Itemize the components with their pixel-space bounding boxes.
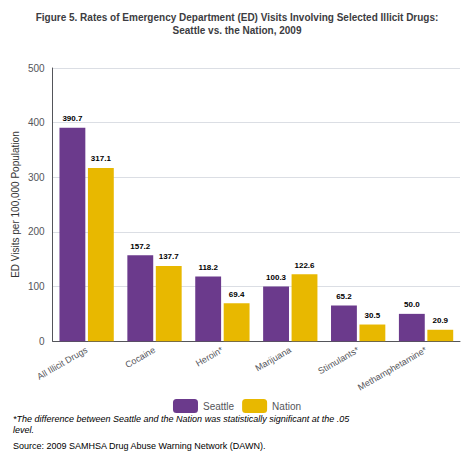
svg-text:122.6: 122.6 [294,261,315,270]
svg-text:Nation: Nation [272,401,301,412]
svg-text:157.2: 157.2 [130,242,151,251]
svg-text:65.2: 65.2 [336,292,352,301]
svg-text:*The difference between Seattl: *The difference between Seattle and the … [13,414,352,424]
svg-text:317.1: 317.1 [91,154,112,163]
svg-text:400: 400 [28,117,45,128]
svg-text:Figure 5. Rates of Emergency D: Figure 5. Rates of Emergency Department … [36,12,439,23]
svg-text:ED Visits per 100,000 Populati: ED Visits per 100,000 Population [10,131,21,278]
svg-text:Cocaine: Cocaine [123,345,157,370]
svg-text:20.9: 20.9 [432,316,448,325]
svg-text:100.3: 100.3 [266,273,287,282]
svg-text:300: 300 [28,172,45,183]
svg-text:500: 500 [28,63,45,74]
svg-text:200: 200 [28,226,45,237]
svg-text:30.5: 30.5 [365,311,381,320]
svg-text:Marijuana: Marijuana [254,345,293,373]
svg-text:level.: level. [13,425,34,435]
svg-text:50.0: 50.0 [404,300,420,309]
svg-text:Heroin*: Heroin* [194,345,225,369]
svg-text:100: 100 [28,281,45,292]
svg-text:Seattle: Seattle [203,401,235,412]
svg-text:390.7: 390.7 [62,114,83,123]
svg-text:69.4: 69.4 [229,290,245,299]
svg-text:Source: 2009 SAMHSA Drug Abuse: Source: 2009 SAMHSA Drug Abuse Warning N… [13,441,265,451]
svg-text:Stimulants*: Stimulants* [316,345,361,377]
svg-text:Methamphetamine*: Methamphetamine* [356,345,429,393]
svg-text:137.7: 137.7 [159,252,180,261]
svg-text:118.2: 118.2 [198,263,218,272]
svg-text:Seattle vs. the Nation, 2009: Seattle vs. the Nation, 2009 [173,25,302,36]
svg-text:All Illicit Drugs: All Illicit Drugs [35,345,89,382]
svg-text:0: 0 [39,336,45,347]
